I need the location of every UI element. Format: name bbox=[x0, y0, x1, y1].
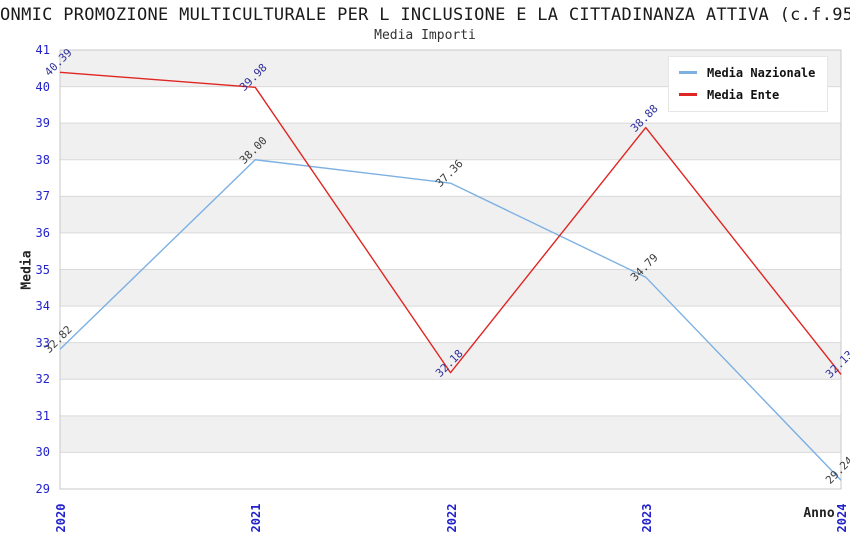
x-tick-label: 2024 bbox=[835, 503, 849, 533]
series-line-media-ente bbox=[59, 71, 842, 375]
x-tick-label: 2020 bbox=[54, 503, 68, 533]
y-tick-label: 39 bbox=[35, 116, 50, 131]
series-line-media-nazionale bbox=[59, 159, 842, 481]
chart-subtitle: Media Importi bbox=[374, 28, 476, 43]
x-tick-label: 2022 bbox=[444, 503, 459, 533]
y-tick-label: 35 bbox=[35, 262, 50, 277]
y-axis-label: Media bbox=[19, 250, 35, 290]
legend-line-swatch-ente bbox=[679, 93, 697, 96]
y-tick-label: 31 bbox=[35, 408, 50, 423]
grid-band bbox=[60, 269, 841, 307]
y-tick-label: 38 bbox=[35, 152, 50, 167]
chart-title: ONMIC PROMOZIONE MULTICULTURALE PER L IN… bbox=[0, 5, 850, 25]
plot-border bbox=[59, 49, 842, 490]
y-tick-label: 32 bbox=[35, 372, 50, 387]
grid-band bbox=[60, 196, 841, 233]
y-tick-label: 36 bbox=[35, 225, 50, 240]
x-axis-label: Anno bbox=[803, 506, 835, 521]
y-tick-label: 40 bbox=[35, 79, 50, 94]
y-tick-label: 41 bbox=[35, 43, 50, 57]
legend-item-media-nazionale: Media Nazionale bbox=[679, 64, 815, 81]
y-tick-label: 29 bbox=[35, 482, 50, 496]
x-tick-label: 2023 bbox=[639, 503, 654, 533]
y-tick-label: 33 bbox=[35, 335, 50, 350]
legend: Media Nazionale Media Ente bbox=[668, 56, 829, 112]
grid-band bbox=[60, 123, 841, 160]
y-tick-label: 34 bbox=[35, 299, 50, 314]
x-tick-label: 2021 bbox=[249, 503, 264, 533]
y-tick-label: 30 bbox=[35, 445, 50, 460]
grid-band bbox=[60, 415, 841, 453]
y-tick-label: 37 bbox=[35, 189, 50, 204]
legend-label-nazionale: Media Nazionale bbox=[707, 65, 816, 80]
legend-item-media-ente: Media Ente bbox=[679, 86, 815, 103]
legend-label-ente: Media Ente bbox=[707, 87, 780, 102]
legend-line-swatch-nazionale bbox=[679, 71, 697, 74]
